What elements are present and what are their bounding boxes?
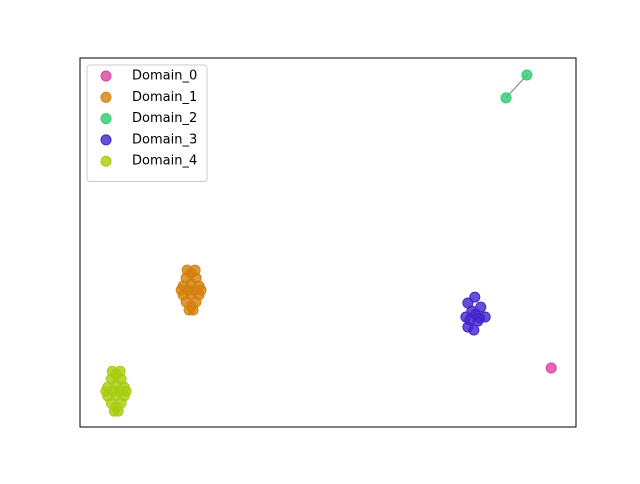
scatter-point — [464, 314, 476, 326]
scatter-point — [189, 264, 201, 276]
scatter-point — [521, 69, 533, 81]
legend-label: Domain_0 — [132, 69, 197, 84]
legend-label: Domain_2 — [132, 111, 197, 126]
legend-marker — [100, 113, 112, 125]
scatter-point — [175, 284, 187, 296]
scatter-point — [545, 362, 557, 374]
legend-box — [86, 64, 208, 182]
legend-label: Domain_4 — [132, 154, 197, 169]
scatter-point — [100, 385, 112, 397]
scatter-point — [469, 291, 481, 303]
legend-marker — [100, 70, 112, 82]
scatter-point — [474, 312, 486, 324]
legend-marker — [100, 91, 112, 103]
plot-frame — [79, 57, 577, 428]
legend-label: Domain_1 — [132, 90, 197, 105]
scatter-point — [195, 284, 207, 296]
scatter-point — [112, 405, 124, 417]
legend-marker — [100, 134, 112, 146]
scatter-point — [187, 304, 199, 316]
scatter-point — [500, 92, 512, 104]
legend-label: Domain_3 — [132, 132, 197, 147]
legend-marker — [100, 155, 112, 167]
scatter-point — [114, 365, 126, 377]
scatter-point — [120, 385, 132, 397]
